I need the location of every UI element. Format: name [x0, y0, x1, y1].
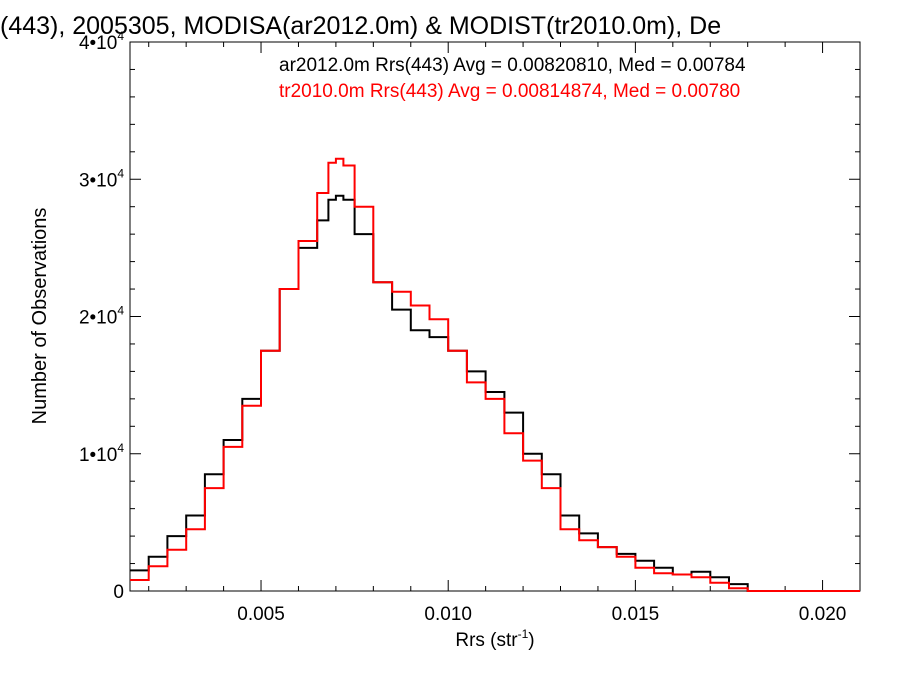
x-axis-label-text: Rrs (str	[455, 630, 518, 651]
series-line-tr2010	[130, 157, 860, 592]
x-tick-label: 0.020	[799, 604, 847, 625]
x-axis-label-close: )	[528, 630, 534, 651]
series-group	[130, 157, 860, 592]
y-tick-label: 0	[113, 582, 124, 603]
y-tick-label: 2•104	[79, 304, 124, 329]
x-tick-label: 0.015	[612, 604, 660, 625]
plot-frame	[129, 41, 861, 592]
legend-entry-tr2010: tr2010.0m Rrs(443) Avg = 0.00814874, Med…	[279, 81, 740, 102]
axis-ticks: 0.005 0.010 0.015 0.020 0 1•104 2•104 3•104 4•10…	[79, 29, 861, 625]
x-axis-label: Rrs (str-1)	[455, 627, 534, 651]
y-tick-label: 3•104	[79, 166, 124, 191]
series-line-ar2012	[130, 194, 860, 592]
y-tick-label: 1•104	[79, 441, 124, 466]
chart-title: (443), 2005305, MODISA(ar2012.0m) & MODI…	[0, 12, 721, 40]
legend-entry-ar2012: ar2012.0m Rrs(443) Avg = 0.00820810, Med…	[279, 55, 746, 76]
y-tick-label: 4•104	[79, 29, 124, 54]
x-axis-label-exponent: -1	[518, 627, 529, 641]
x-tick-label: 0.005	[237, 604, 285, 625]
x-tick-label: 0.010	[424, 604, 472, 625]
y-axis-label: Number of Observations	[29, 208, 51, 425]
